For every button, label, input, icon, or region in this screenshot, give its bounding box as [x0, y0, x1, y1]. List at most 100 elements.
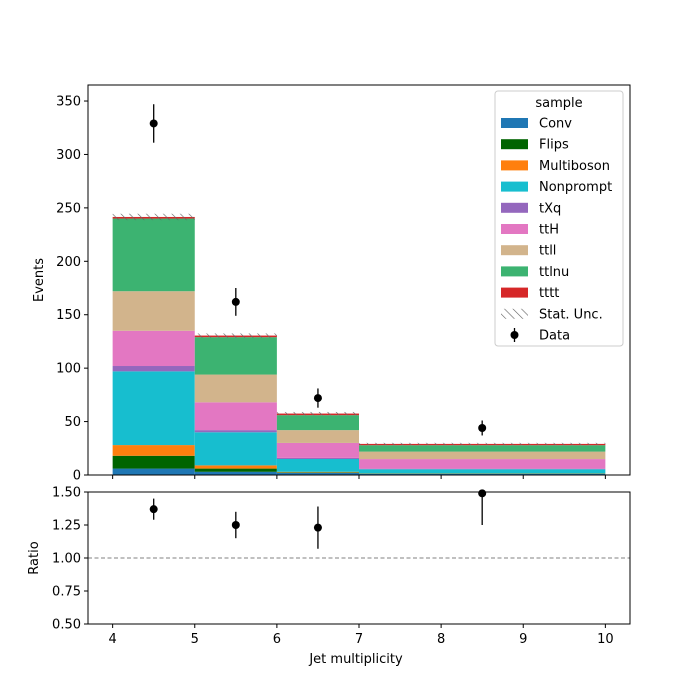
y-tick-label: 150: [56, 308, 81, 323]
legend-label-txq: tXq: [539, 201, 561, 216]
x-tick-label: 9: [519, 632, 527, 647]
bar-ttll-bin-1: [194, 374, 277, 403]
stat-unc-band-bin-3: [359, 442, 606, 445]
ratio-y-tick-label: 1.00: [52, 552, 81, 567]
y-tick-label: 350: [56, 95, 81, 110]
stat-uncertainty-bands: [112, 213, 606, 445]
bar-tth-bin-1: [194, 402, 277, 431]
legend-label-tth: ttH: [539, 223, 559, 238]
legend-label-conv: Conv: [539, 117, 572, 132]
bar-nonprompt-bin-0: [112, 371, 195, 446]
ratio-point: [231, 521, 240, 529]
y-tick-label: 0: [73, 469, 81, 484]
legend-label-stat-unc: Stat. Unc.: [539, 307, 603, 322]
data-point: [149, 119, 158, 128]
bar-ttlnu-bin-0: [112, 218, 195, 292]
ratio-y-axis-label: Ratio: [27, 541, 42, 574]
bar-ttlnu-bin-2: [276, 415, 359, 431]
bar-conv-bin-1: [194, 471, 277, 475]
legend-swatch-stat-unc: [501, 308, 528, 319]
legend-label-ttll: ttll: [539, 244, 556, 259]
legend-label-nonprompt: Nonprompt: [539, 180, 612, 195]
bar-txq-bin-2: [276, 457, 359, 459]
stat-unc-band-bin-0: [112, 213, 195, 221]
bar-ttlnu-bin-3: [359, 445, 606, 452]
bar-txq-bin-0: [112, 366, 195, 372]
ratio-y-tick-label: 1.25: [52, 519, 81, 534]
legend-swatch-tth: [501, 224, 528, 234]
stat-unc-band-bin-1: [194, 333, 277, 338]
legend-label-tttt: tttt: [539, 286, 559, 301]
legend-title: sample: [535, 96, 582, 111]
ratio-point: [478, 489, 487, 498]
x-tick-label: 10: [597, 632, 614, 647]
legend-items: Conv Flips Multiboson Nonprompt tXq ttH ttll tt…: [501, 117, 612, 344]
data-points: [149, 104, 487, 436]
ratio-x-ticks: 4 5 6 7 8 9 10: [108, 624, 614, 647]
bar-nonprompt-bin-2: [276, 458, 359, 472]
x-tick-label: 4: [108, 632, 116, 647]
legend-swatch-nonprompt: [501, 181, 528, 192]
bar-ttll-bin-3: [359, 451, 606, 460]
bar-txq-bin-3: [359, 468, 606, 470]
legend-swatch-tttt: [501, 287, 528, 298]
legend-swatch-conv: [501, 118, 528, 128]
x-tick-label: 5: [191, 632, 199, 647]
x-tick-label: 7: [355, 632, 363, 647]
bar-txq-bin-1: [194, 430, 277, 433]
legend-swatch-txq: [501, 202, 528, 213]
y-tick-label: 100: [56, 362, 81, 377]
main-y-axis-label: Events: [32, 258, 47, 302]
legend-swatch-ttll: [501, 245, 528, 256]
ratio-point: [149, 505, 158, 514]
y-tick-label: 200: [56, 255, 81, 270]
bar-flips-bin-2: [276, 472, 359, 473]
bar-conv-bin-3: [359, 473, 606, 475]
bar-flips-bin-0: [112, 455, 195, 469]
data-point: [478, 423, 487, 432]
bar-ttlnu-bin-1: [194, 337, 277, 375]
legend-swatch-multiboson: [501, 160, 528, 171]
y-tick-label: 250: [56, 201, 81, 216]
legend-label-flips: Flips: [539, 138, 569, 153]
legend-label-ttlnu: ttlnu: [539, 265, 569, 280]
legend-swatch-ttlnu: [501, 266, 528, 277]
x-tick-label: 8: [437, 632, 445, 647]
stat-unc-band-bin-2: [276, 411, 359, 416]
bar-tth-bin-0: [112, 330, 195, 367]
ratio-panel: 0.50 0.75 1.00 1.25 1.50 4 5 6 7 8 9 10 Ratio Jet …: [27, 486, 631, 667]
ratio-point: [313, 523, 322, 532]
bar-conv-bin-0: [112, 468, 195, 475]
legend-swatch-data: [510, 331, 519, 339]
legend-box: [494, 90, 624, 347]
legend-swatch-flips: [501, 139, 528, 150]
ratio-y-tick-label: 1.50: [52, 486, 81, 501]
bar-multiboson-bin-2: [276, 471, 359, 473]
x-tick-label: 6: [273, 632, 281, 647]
bar-tth-bin-3: [359, 459, 606, 469]
legend-label-data: Data: [539, 329, 570, 344]
legend: sample Conv Flips Multiboson Nonprompt tXq tt…: [494, 90, 624, 347]
main-x-ticks: [112, 475, 606, 479]
ratio-y-ticks: 0.50 0.75 1.00 1.25 1.50: [52, 486, 88, 633]
bar-ttll-bin-0: [112, 291, 195, 331]
bar-multiboson-bin-0: [112, 445, 195, 456]
data-point: [231, 297, 240, 306]
bar-multiboson-bin-1: [194, 465, 277, 469]
ratio-y-tick-label: 0.75: [52, 585, 81, 600]
y-tick-label: 300: [56, 148, 81, 163]
bar-tth-bin-2: [276, 442, 359, 458]
bar-conv-bin-2: [276, 472, 359, 475]
main-y-ticks: 0 50 100 150 200 250 300 350: [56, 95, 88, 484]
bar-ttll-bin-2: [276, 430, 359, 443]
bar-nonprompt-bin-1: [194, 432, 277, 466]
bar-flips-bin-1: [194, 468, 277, 472]
data-point: [313, 394, 322, 403]
x-axis-label: Jet multiplicity: [308, 652, 403, 667]
legend-label-multiboson: Multiboson: [539, 159, 610, 174]
bar-nonprompt-bin-3: [359, 469, 606, 474]
ratio-y-tick-label: 0.50: [52, 618, 81, 633]
y-tick-label: 50: [64, 415, 81, 430]
main-panel: 0 50 100 150 200 250 300 350 Events: [32, 84, 631, 484]
